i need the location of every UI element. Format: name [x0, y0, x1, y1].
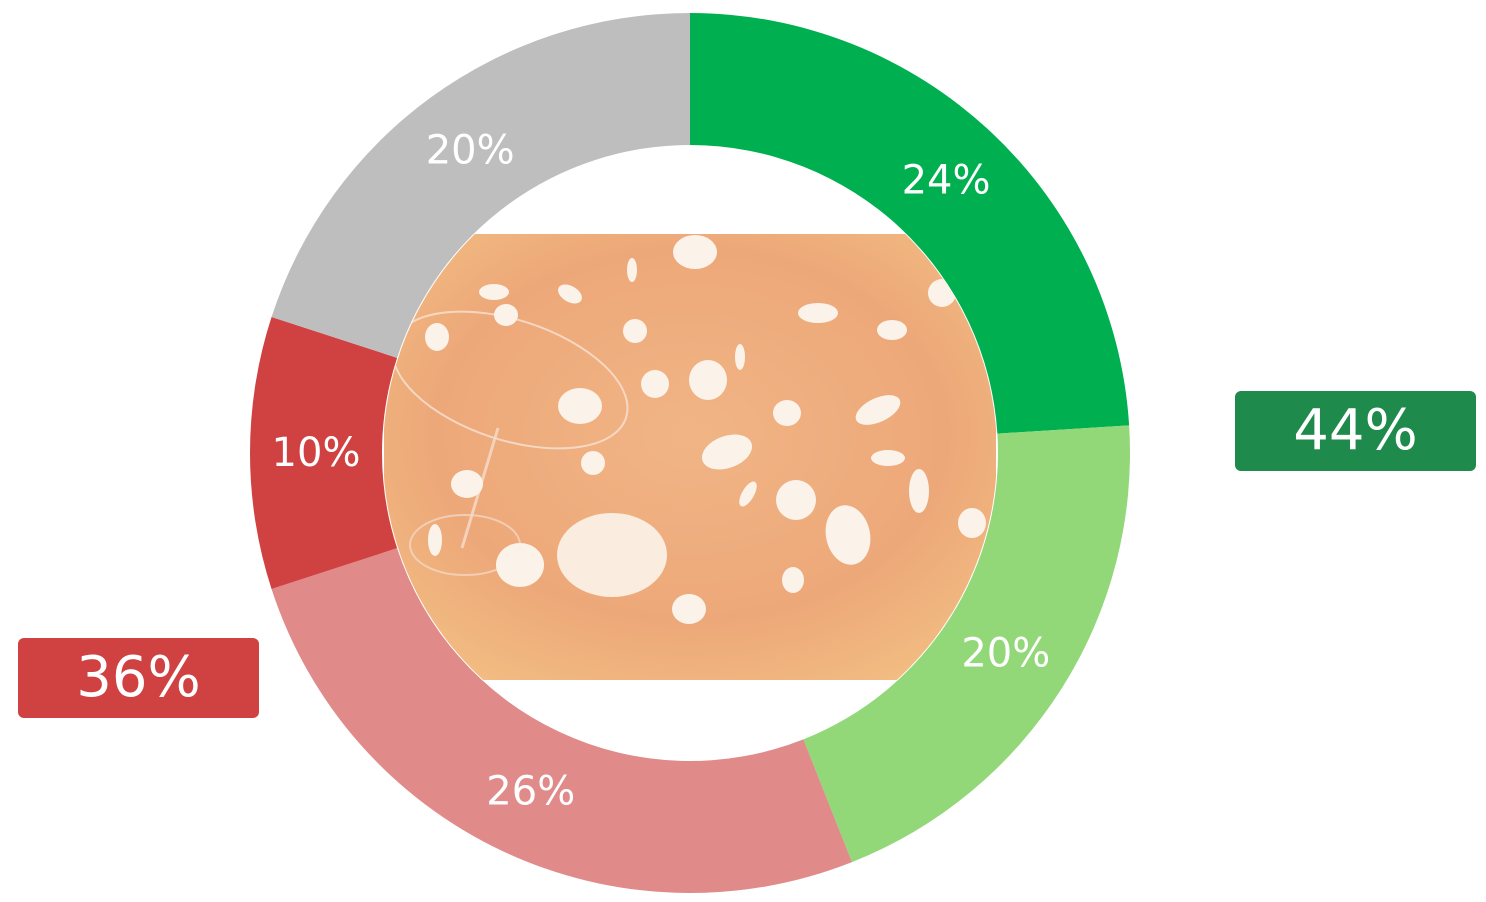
group-callout-red: 36% [18, 638, 259, 718]
donut-slice-4 [271, 13, 690, 358]
slice-label-0: 24% [902, 157, 991, 203]
donut-slice-0 [690, 13, 1130, 434]
donut-slice-1 [803, 425, 1130, 863]
donut-slice-3 [249, 317, 398, 589]
slice-label-4: 20% [426, 127, 515, 173]
slice-label-1: 20% [961, 630, 1050, 676]
slice-label-2: 26% [486, 768, 575, 814]
donut-slice-2 [271, 548, 852, 893]
center-photo [384, 234, 996, 680]
group-callout-green: 44% [1235, 391, 1476, 471]
slice-label-3: 10% [272, 430, 361, 476]
